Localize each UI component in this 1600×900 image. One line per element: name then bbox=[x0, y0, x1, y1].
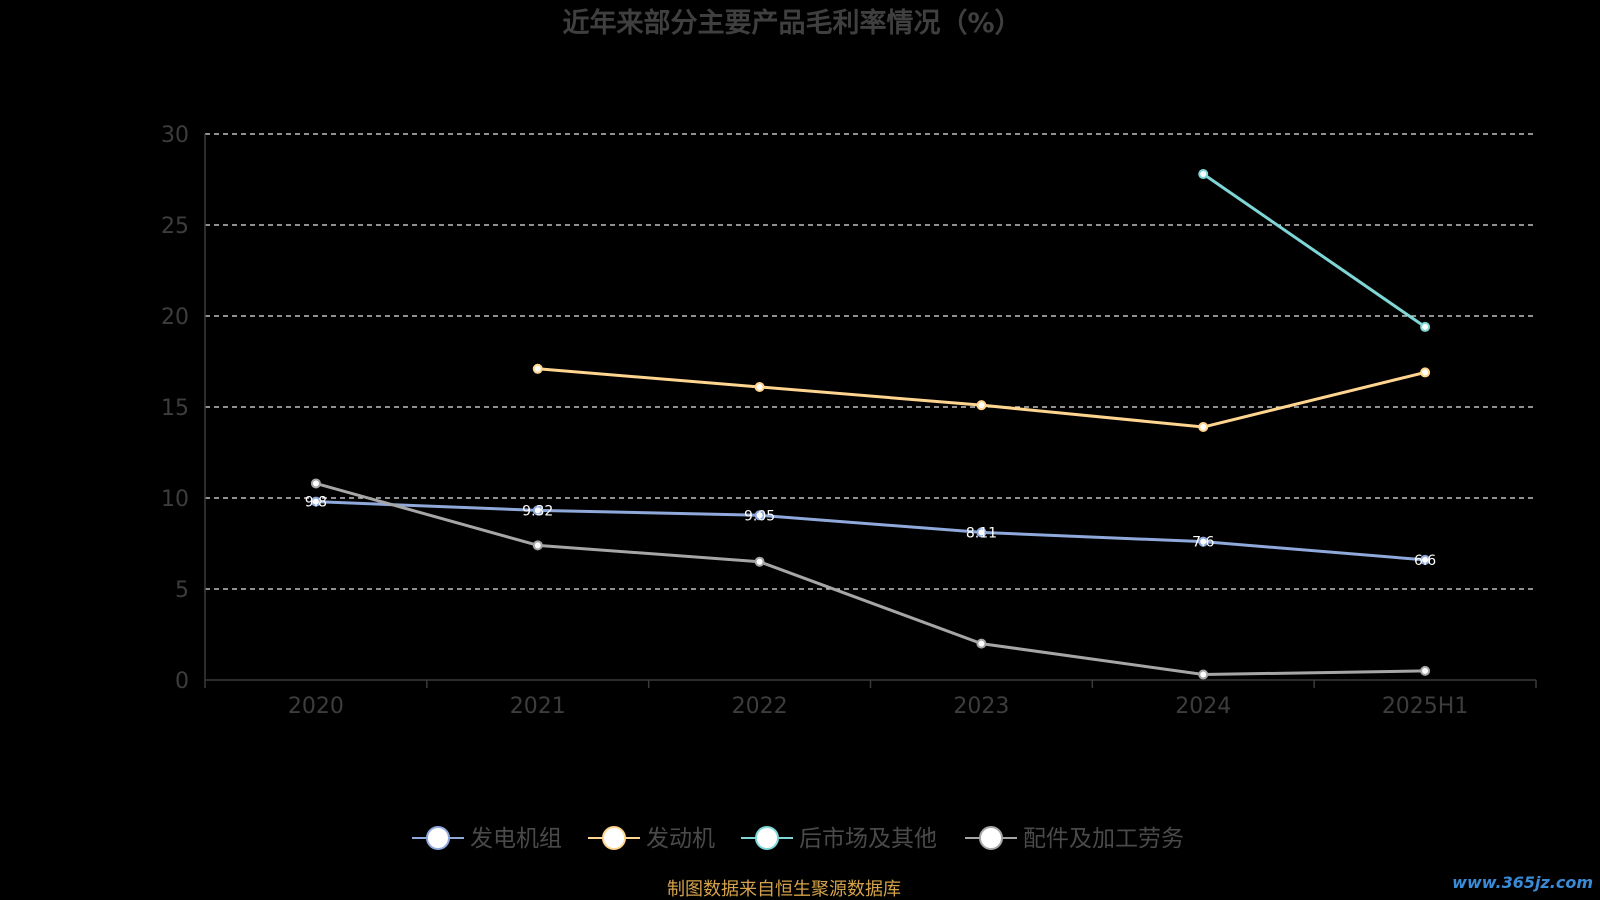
series-line bbox=[315, 481, 1426, 677]
x-tick-label: 2022 bbox=[732, 694, 788, 719]
y-tick-label: 25 bbox=[161, 214, 189, 239]
y-tick-label: 0 bbox=[175, 669, 189, 694]
legend-item[interactable]: 发电机组 bbox=[412, 826, 562, 852]
data-point[interactable] bbox=[1198, 422, 1209, 433]
series-2 bbox=[532, 363, 1431, 433]
series-3 bbox=[1198, 169, 1431, 332]
series-4 bbox=[310, 478, 1431, 680]
legend-marker-icon bbox=[755, 826, 779, 850]
data-point[interactable] bbox=[976, 400, 987, 411]
x-tick-label: 2020 bbox=[288, 694, 344, 719]
legend-marker-icon bbox=[602, 826, 626, 850]
data-label: 9.8 bbox=[305, 495, 327, 511]
chart-title: 近年来部分主要产品毛利率情况（%） bbox=[562, 7, 1021, 39]
data-point[interactable] bbox=[1420, 554, 1431, 565]
legend-label: 发动机 bbox=[646, 826, 715, 852]
data-label: 9.32 bbox=[522, 503, 553, 519]
data-label: 9.05 bbox=[744, 508, 775, 524]
data-point[interactable] bbox=[310, 496, 321, 507]
data-point[interactable] bbox=[1198, 169, 1209, 180]
data-point[interactable] bbox=[532, 363, 543, 374]
series-line bbox=[1202, 172, 1426, 329]
x-tick-label: 2023 bbox=[953, 694, 1009, 719]
watermark: www.365jz.com bbox=[1452, 873, 1593, 892]
data-point[interactable] bbox=[754, 381, 765, 392]
legend-marker-icon bbox=[426, 826, 450, 850]
x-tick-label: 2025H1 bbox=[1382, 694, 1469, 719]
y-tick-label: 30 bbox=[161, 123, 189, 148]
data-point[interactable] bbox=[1198, 669, 1209, 680]
x-tick-label: 2024 bbox=[1175, 694, 1231, 719]
data-point[interactable] bbox=[754, 556, 765, 567]
legend-item[interactable]: 后市场及其他 bbox=[741, 826, 937, 852]
data-point[interactable] bbox=[310, 478, 321, 489]
legend-item[interactable]: 配件及加工劳务 bbox=[965, 826, 1184, 852]
data-label: 6.6 bbox=[1414, 553, 1436, 569]
y-tick-label: 20 bbox=[161, 305, 189, 330]
y-tick-label: 10 bbox=[161, 487, 189, 512]
source-note: 制图数据来自恒生聚源数据库 bbox=[667, 879, 901, 900]
series-line bbox=[315, 500, 1426, 562]
data-label: 8.11 bbox=[966, 525, 997, 541]
data-label: 7.6 bbox=[1192, 535, 1214, 551]
legend-label: 配件及加工劳务 bbox=[1023, 826, 1184, 852]
data-point[interactable] bbox=[532, 505, 543, 516]
grid-lines bbox=[205, 133, 1536, 590]
x-tick-label: 2021 bbox=[510, 694, 566, 719]
data-point[interactable] bbox=[1420, 321, 1431, 332]
series-line bbox=[537, 367, 1426, 429]
data-point[interactable] bbox=[1420, 665, 1431, 676]
data-point[interactable] bbox=[976, 638, 987, 649]
legend-label: 发电机组 bbox=[470, 826, 562, 852]
legend[interactable]: 发电机组 发动机 后市场及其他 配件及加工劳务 bbox=[412, 826, 1184, 852]
legend-label: 后市场及其他 bbox=[799, 826, 937, 852]
data-point[interactable] bbox=[1198, 536, 1209, 547]
data-point[interactable] bbox=[754, 510, 765, 521]
y-tick-label: 5 bbox=[175, 578, 189, 603]
series-1: 9.8 9.32 9.05 8.11 7.6 6.6 bbox=[305, 495, 1437, 569]
y-tick-label: 15 bbox=[161, 396, 189, 421]
data-point[interactable] bbox=[976, 527, 987, 538]
series-layer: 9.8 9.32 9.05 8.11 7.6 6.6 bbox=[305, 169, 1437, 680]
legend-marker-icon bbox=[979, 826, 1003, 850]
data-point[interactable] bbox=[532, 540, 543, 551]
axes: 0 5 10 15 20 25 30 2020 2021 2022 2023 2024 2025H1 bbox=[161, 123, 1537, 719]
data-point[interactable] bbox=[1420, 367, 1431, 378]
legend-item[interactable]: 发动机 bbox=[588, 826, 715, 852]
